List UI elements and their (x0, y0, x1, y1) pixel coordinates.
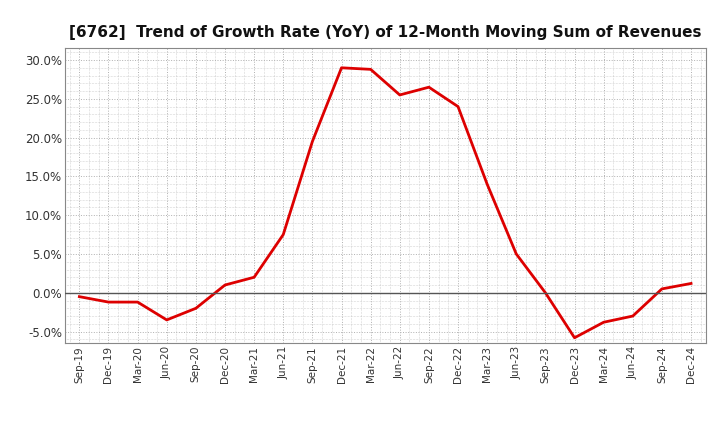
Title: [6762]  Trend of Growth Rate (YoY) of 12-Month Moving Sum of Revenues: [6762] Trend of Growth Rate (YoY) of 12-… (69, 25, 701, 40)
